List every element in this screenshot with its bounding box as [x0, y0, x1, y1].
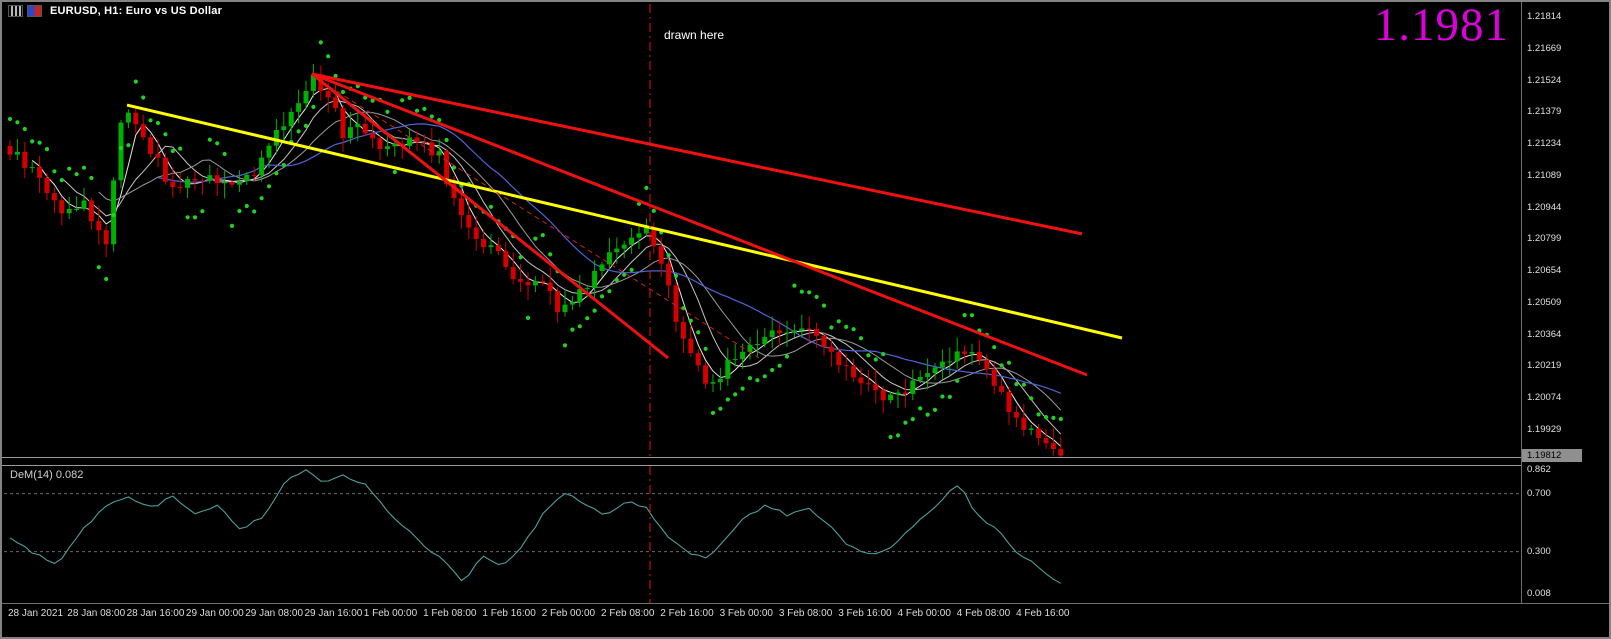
time-tick-label: 4 Feb 16:00 — [1016, 608, 1070, 619]
yellow-trendline[interactable] — [126, 103, 1123, 340]
time-tick-label: 29 Jan 00:00 — [185, 608, 244, 619]
chart-icon — [8, 5, 23, 17]
price-tick-label: 1.21089 — [1527, 169, 1562, 181]
big-price-label: 1.1981 — [1373, 0, 1509, 51]
time-tick-label: 1 Feb 00:00 — [363, 608, 418, 619]
price-tick-label: 1.21379 — [1527, 106, 1562, 118]
time-tick-label: 29 Jan 16:00 — [304, 608, 363, 619]
price-tick-label: 1.19929 — [1527, 424, 1562, 435]
price-tick-label: 1.20799 — [1527, 233, 1562, 245]
time-tick-label: 3 Feb 08:00 — [778, 608, 833, 619]
time-tick-label: 28 Jan 2021 — [8, 608, 64, 619]
time-tick-label: 2 Feb 16:00 — [660, 608, 714, 619]
red-dashed-trendline[interactable] — [313, 76, 760, 359]
indicator-label: DeM(14) 0.082 — [10, 469, 84, 481]
time-tick-label: 4 Feb 08:00 — [956, 608, 1011, 619]
price-tick-label: 1.21234 — [1527, 138, 1562, 150]
symbol-icon — [27, 5, 42, 17]
indicator-tick-label: 0.700 — [1527, 487, 1551, 499]
indicator-tick-label: 0.862 — [1527, 464, 1551, 476]
sar-dots — [7, 40, 1063, 440]
indicator-line — [9, 469, 1062, 584]
time-tick-label: 29 Jan 08:00 — [245, 608, 304, 619]
chart-title: EURUSD, H1: Euro vs US Dollar — [50, 5, 223, 17]
price-tick-label: 1.20364 — [1527, 328, 1562, 340]
price-tick-label: 1.21669 — [1527, 42, 1562, 54]
time-tick-label: 4 Feb 00:00 — [897, 608, 951, 619]
trendlines[interactable] — [126, 72, 1123, 377]
indicator-tick-label: 0.008 — [1527, 588, 1551, 600]
indicator-panel[interactable] — [2, 466, 1521, 603]
time-tick-label: 3 Feb 00:00 — [719, 608, 773, 619]
price-tick-label: 1.20509 — [1527, 296, 1562, 308]
time-tick-label: 28 Jan 16:00 — [126, 608, 185, 619]
time-tick-label: 3 Feb 16:00 — [838, 608, 892, 619]
price-scale[interactable]: 1.21814 1.21669 1.21524 1.21379 1.21234 1.210… — [1521, 2, 1609, 603]
price-tick-label: 1.20654 — [1527, 265, 1562, 277]
current-price-tag: 1.19812 — [1522, 448, 1582, 462]
indicator-tick-label: 0.300 — [1527, 545, 1551, 557]
price-tick-label: 1.21814 — [1527, 11, 1562, 22]
price-tick-label: 1.20074 — [1527, 392, 1562, 404]
red-trendline-1[interactable] — [311, 72, 1083, 236]
vline-annotation: drawn here — [664, 28, 724, 42]
price-tick-label: 1.21524 — [1527, 74, 1562, 86]
time-scale[interactable]: 28 Jan 2021 28 Jan 08:00 28 Jan 16:00 29 Ja… — [2, 603, 1609, 637]
candles — [7, 64, 1064, 457]
price-tick-label: 1.20944 — [1527, 201, 1562, 213]
time-tick-label: 1 Feb 08:00 — [423, 608, 477, 619]
time-tick-label: 2 Feb 08:00 — [601, 608, 655, 619]
time-tick-label: 28 Jan 08:00 — [67, 608, 126, 619]
price-chart[interactable]: drawn here — [2, 2, 1521, 457]
panel-splitter[interactable] — [2, 457, 1609, 466]
red-trendline-3[interactable] — [311, 72, 669, 360]
chart-titlebar: EURUSD, H1: Euro vs US Dollar — [8, 5, 222, 17]
time-tick-label: 2 Feb 00:00 — [541, 608, 596, 619]
red-trendline-2[interactable] — [311, 72, 1088, 377]
time-tick-label: 1 Feb 16:00 — [482, 608, 536, 619]
price-tick-label: 1.20219 — [1527, 360, 1562, 372]
